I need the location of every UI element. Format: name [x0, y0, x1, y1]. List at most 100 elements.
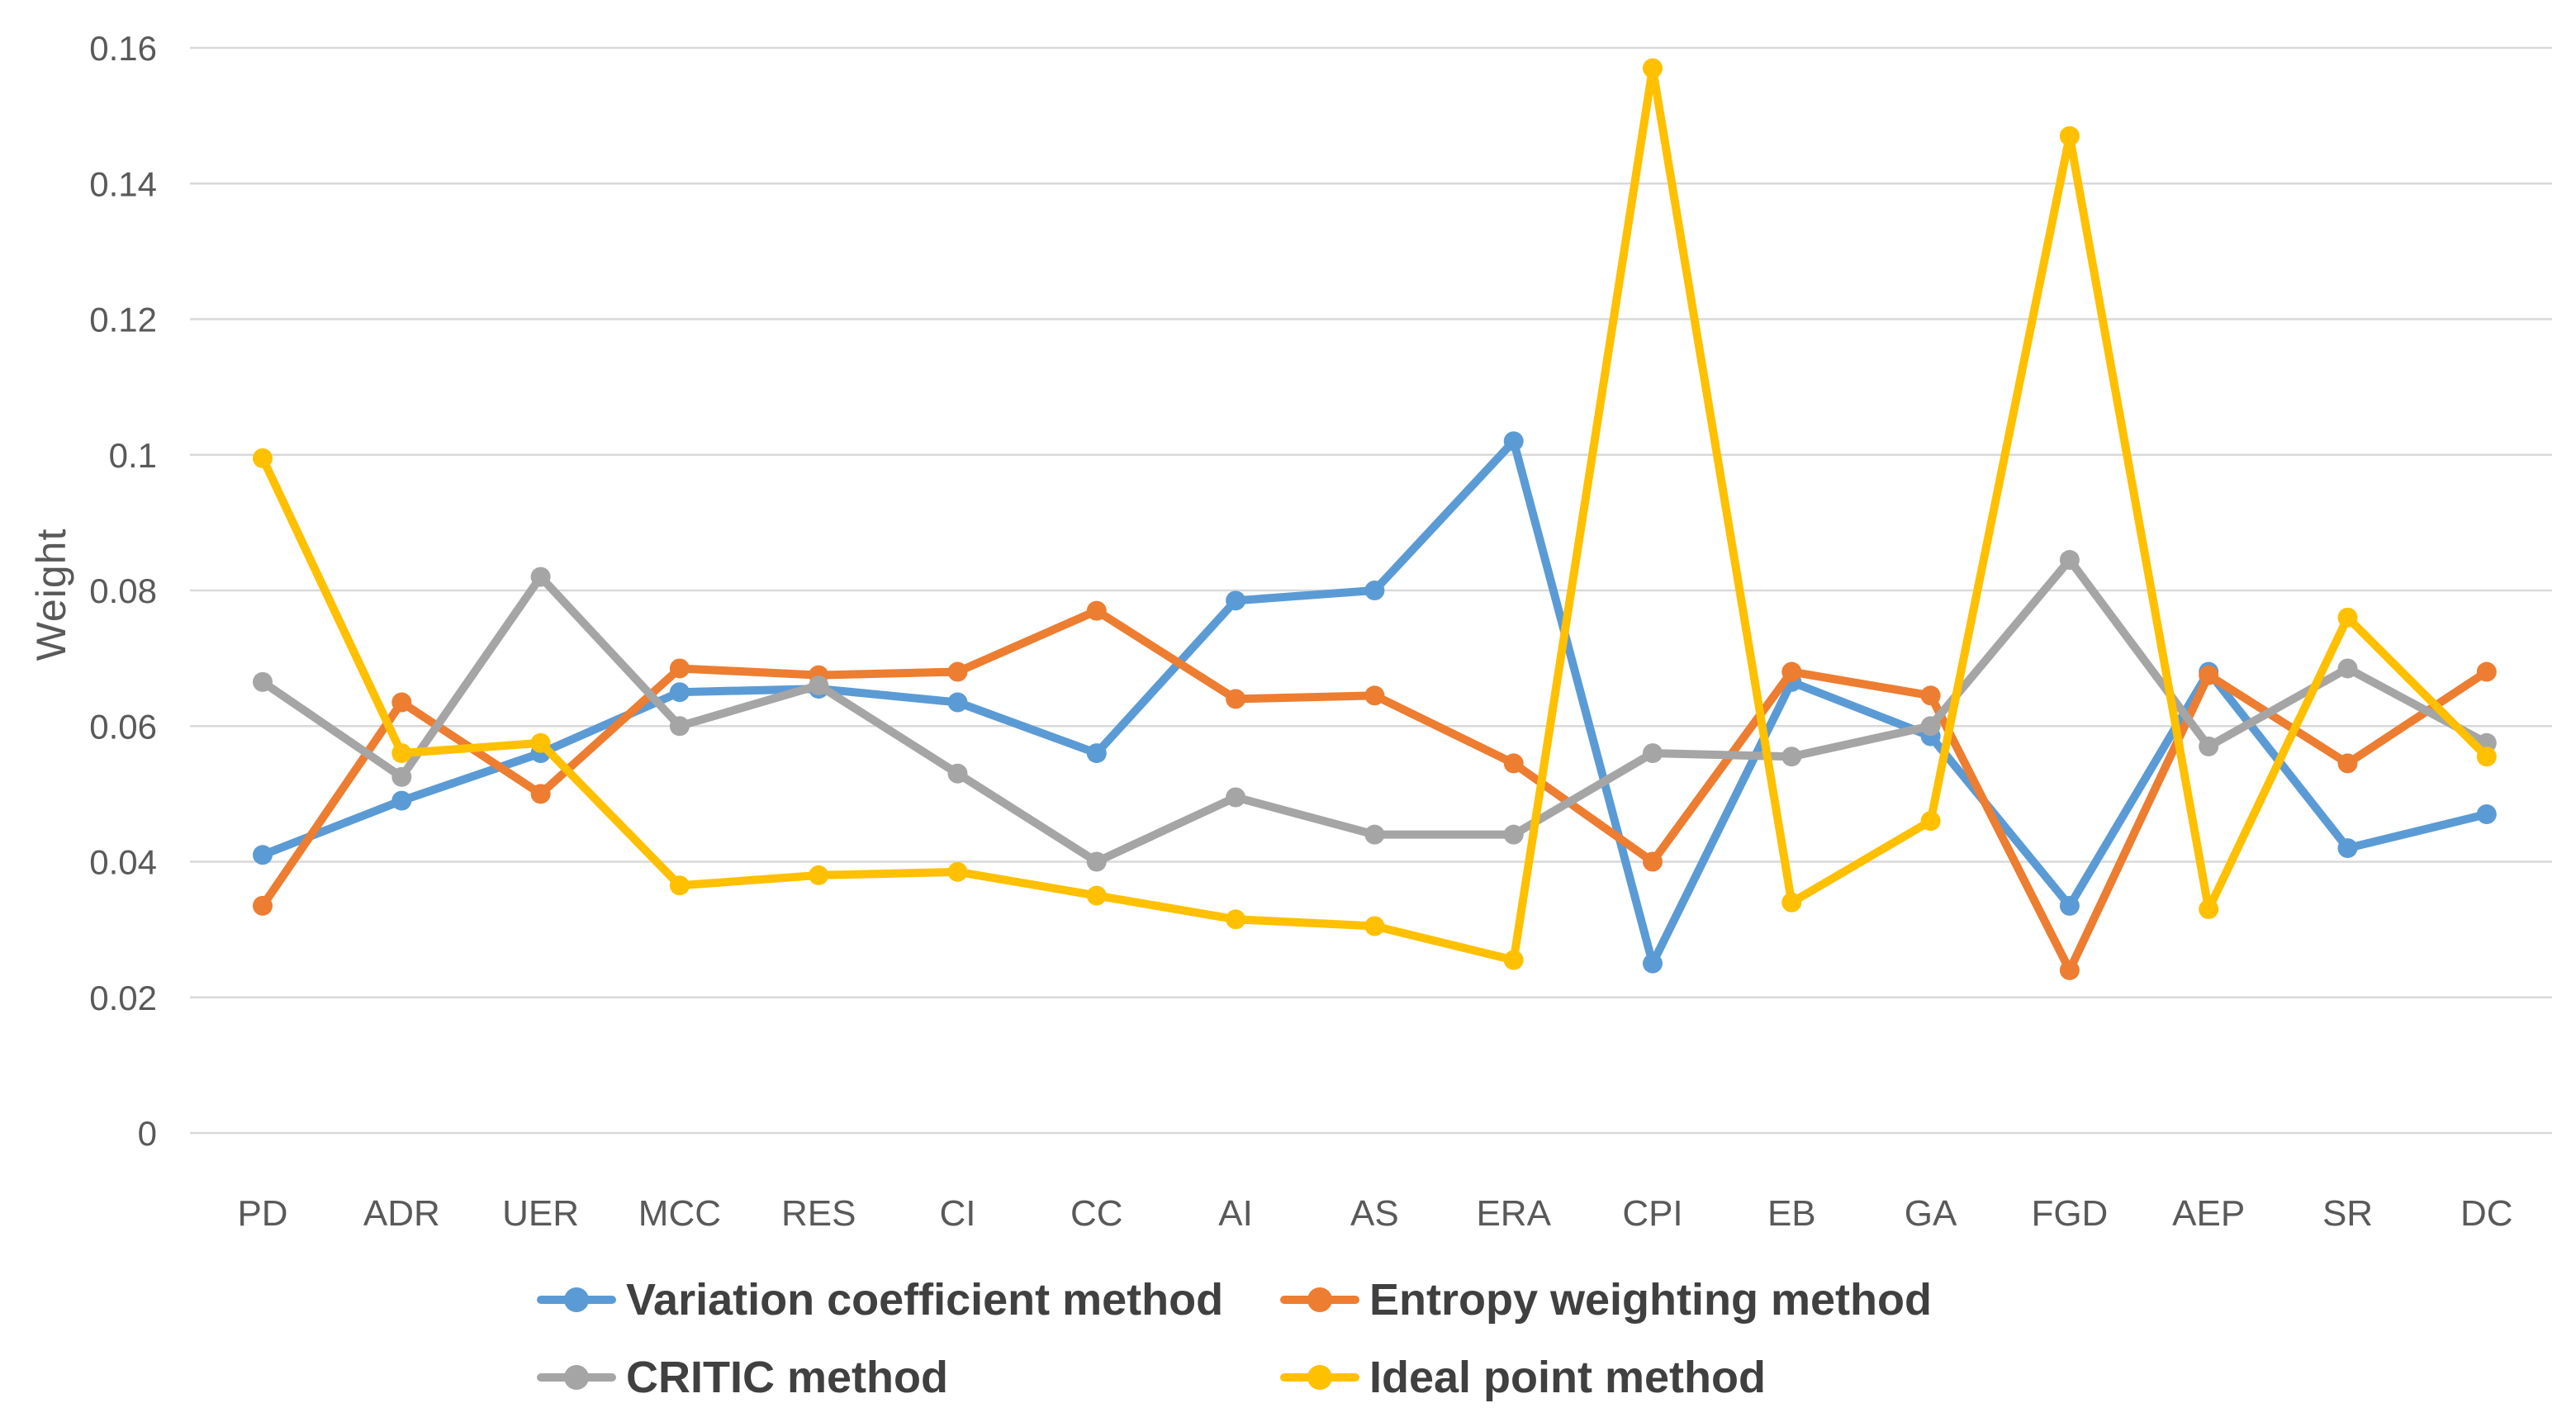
legend-key-line-marker-icon	[1280, 1262, 1359, 1338]
legend-item: Variation coefficient method	[537, 1262, 1223, 1338]
data-point-entropy-weighting-method	[1364, 685, 1385, 706]
data-point-critic-method	[2199, 736, 2219, 756]
data-point-entropy-weighting-method	[1920, 685, 1941, 706]
data-point-critic-method	[391, 766, 412, 787]
legend-key-marker	[1307, 1287, 1332, 1312]
data-point-ideal-point-method	[2337, 607, 2358, 628]
data-point-ideal-point-method	[809, 865, 829, 885]
legend-row: Variation coefficient method Entropy weig…	[0, 1262, 2576, 1338]
data-point-entropy-weighting-method	[669, 658, 690, 679]
data-point-ideal-point-method	[1920, 811, 1941, 832]
data-point-critic-method	[809, 675, 829, 695]
x-category-label: FGD	[2031, 1193, 2108, 1234]
data-point-entropy-weighting-method	[1643, 851, 1663, 872]
x-category-label: CI	[940, 1193, 976, 1234]
data-point-critic-method	[1086, 851, 1107, 872]
data-point-critic-method	[1364, 824, 1385, 845]
data-point-variation-coefficient-method	[391, 790, 412, 811]
x-category-label: EB	[1767, 1193, 1816, 1234]
data-point-entropy-weighting-method	[947, 661, 968, 682]
y-tick-label: 0.14	[89, 164, 157, 203]
data-point-ideal-point-method	[391, 743, 412, 764]
data-point-variation-coefficient-method	[1086, 743, 1107, 764]
data-point-ideal-point-method	[2059, 126, 2080, 146]
y-tick-label: 0.12	[89, 301, 157, 339]
legend-key-marker	[1307, 1365, 1332, 1390]
legend-key-marker	[564, 1287, 589, 1312]
x-category-label: SR	[2322, 1193, 2373, 1234]
data-point-entropy-weighting-method	[1503, 753, 1524, 774]
data-point-critic-method	[253, 671, 273, 692]
legend-item: Ideal point method	[1280, 1339, 1766, 1415]
y-tick-label: 0.1	[109, 436, 157, 475]
data-point-critic-method	[947, 763, 968, 784]
data-point-ideal-point-method	[1503, 950, 1524, 970]
x-category-label: CPI	[1622, 1193, 1682, 1234]
data-point-ideal-point-method	[669, 875, 690, 896]
data-point-entropy-weighting-method	[391, 692, 412, 713]
data-point-entropy-weighting-method	[2476, 661, 2497, 682]
data-point-entropy-weighting-method	[1086, 600, 1107, 621]
x-category-label: GA	[1905, 1193, 1957, 1234]
data-point-ideal-point-method	[1643, 58, 1663, 78]
data-point-variation-coefficient-method	[1643, 953, 1663, 974]
data-point-entropy-weighting-method	[1781, 661, 1802, 682]
data-point-critic-method	[1503, 824, 1524, 845]
legend-label: Variation coefficient method	[626, 1275, 1224, 1325]
legend-label: CRITIC method	[626, 1353, 948, 1402]
data-point-variation-coefficient-method	[669, 682, 690, 703]
y-tick-label: 0.04	[89, 843, 157, 882]
data-point-variation-coefficient-method	[253, 845, 273, 865]
y-tick-label: 0.08	[89, 571, 157, 610]
y-tick-label: 0	[138, 1114, 157, 1153]
legend-item: CRITIC method	[537, 1339, 948, 1415]
data-point-entropy-weighting-method	[2199, 665, 2219, 685]
data-point-entropy-weighting-method	[2337, 753, 2358, 774]
data-point-variation-coefficient-method	[2337, 838, 2358, 859]
data-point-ideal-point-method	[1781, 892, 1802, 912]
x-category-label: RES	[781, 1193, 856, 1234]
data-point-ideal-point-method	[530, 732, 551, 753]
data-point-variation-coefficient-method	[2476, 804, 2497, 825]
legend-item: Entropy weighting method	[1280, 1262, 1932, 1338]
data-point-critic-method	[530, 566, 551, 587]
data-point-critic-method	[1643, 743, 1663, 764]
y-tick-label: 0.06	[89, 707, 157, 746]
data-point-variation-coefficient-method	[2059, 895, 2080, 916]
legend-key-marker	[564, 1365, 589, 1390]
data-point-variation-coefficient-method	[947, 692, 968, 713]
legend-key-line-marker-icon	[537, 1339, 616, 1415]
data-point-variation-coefficient-method	[1503, 431, 1524, 452]
x-category-label: AS	[1350, 1193, 1399, 1234]
x-category-label: AI	[1218, 1193, 1253, 1234]
x-category-label: ERA	[1476, 1193, 1551, 1234]
x-category-label: PD	[237, 1193, 287, 1234]
data-point-critic-method	[1920, 716, 1941, 737]
x-category-label: MCC	[638, 1193, 721, 1234]
data-point-critic-method	[1781, 747, 1802, 767]
y-axis-title: Weight	[28, 528, 74, 661]
data-point-ideal-point-method	[2199, 898, 2219, 919]
data-point-entropy-weighting-method	[253, 895, 273, 916]
legend-key-line-marker-icon	[537, 1262, 616, 1338]
data-point-ideal-point-method	[1364, 916, 1385, 936]
legend-label: Ideal point method	[1369, 1353, 1766, 1402]
legend-label: Entropy weighting method	[1369, 1275, 1932, 1325]
data-point-ideal-point-method	[1226, 909, 1246, 930]
data-point-critic-method	[1226, 787, 1246, 808]
data-point-critic-method	[2059, 550, 2080, 571]
data-point-entropy-weighting-method	[2059, 960, 2080, 980]
y-tick-label: 0.16	[89, 29, 157, 68]
data-point-ideal-point-method	[1086, 885, 1107, 906]
data-point-ideal-point-method	[947, 861, 968, 882]
data-point-variation-coefficient-method	[1364, 581, 1385, 600]
data-point-variation-coefficient-method	[1226, 590, 1246, 611]
x-category-label: UER	[502, 1193, 579, 1234]
data-point-critic-method	[2337, 658, 2358, 679]
x-category-label: DC	[2460, 1193, 2513, 1234]
x-category-label: AEP	[2172, 1193, 2245, 1234]
data-point-ideal-point-method	[253, 448, 273, 468]
legend-key-line-marker-icon	[1280, 1339, 1359, 1415]
